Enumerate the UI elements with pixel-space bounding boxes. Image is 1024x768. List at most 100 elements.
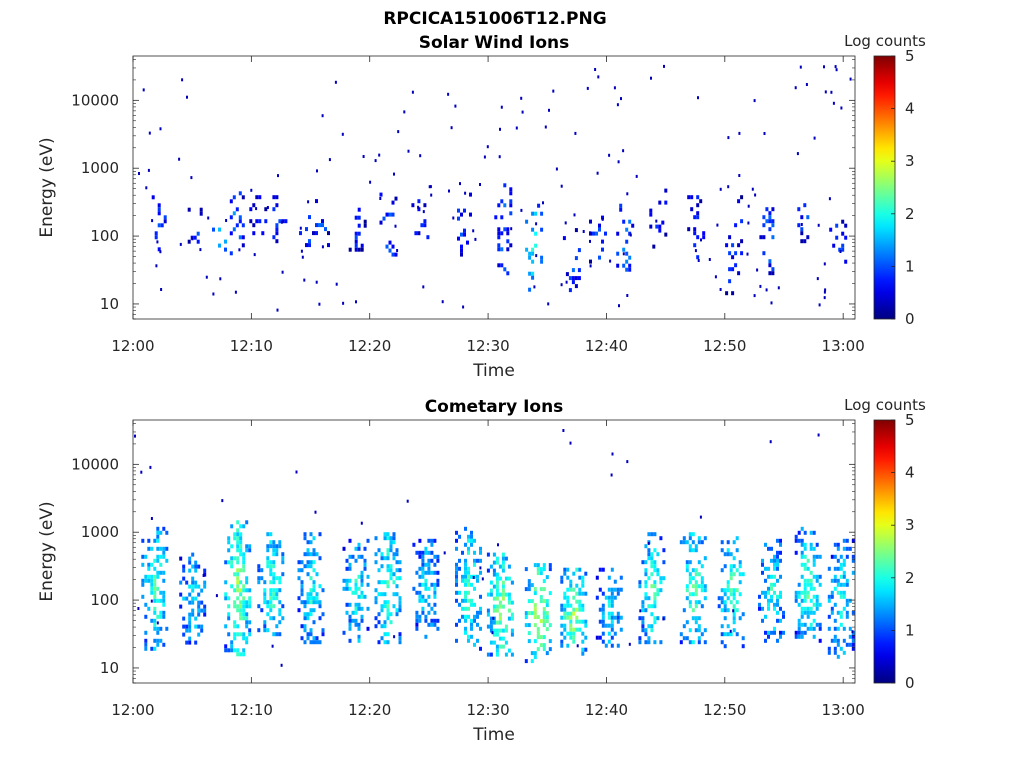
colorbar-tick-label: 2	[905, 205, 915, 223]
spectrogram-pixel	[833, 542, 837, 547]
spectrogram-pixel	[800, 550, 804, 555]
spectrogram-pixel	[230, 640, 234, 645]
spectrogram-pixel	[200, 628, 204, 633]
spectrogram-pixel	[156, 534, 160, 539]
spectrogram-pixel	[797, 207, 801, 212]
spectrogram-pixel	[806, 558, 810, 563]
spectrogram-pixel	[818, 303, 821, 307]
spectrogram-pixel	[578, 591, 582, 596]
spectrogram-pixel	[797, 634, 801, 639]
spectrogram-pixel	[824, 90, 827, 94]
spectrogram-pixel	[242, 596, 246, 601]
spectrogram-pixel	[848, 626, 852, 631]
spectrogram-pixel	[312, 588, 316, 593]
spectrogram-pixel	[803, 530, 807, 535]
spectrogram-pixel	[525, 247, 529, 252]
spectrogram-pixel	[845, 614, 849, 619]
spectrogram-pixel	[688, 532, 692, 537]
y-tick-label: 10000	[71, 91, 119, 109]
spectrogram-pixel	[507, 600, 511, 605]
spectrogram-event	[679, 532, 707, 645]
spectrogram-pixel	[162, 594, 166, 599]
spectrogram-pixel	[815, 606, 819, 611]
spectrogram-pixel	[239, 532, 243, 537]
spectrogram-pixel	[318, 302, 321, 306]
spectrogram-pixel	[535, 222, 538, 226]
spectrogram-pixel	[834, 65, 837, 69]
spectrogram-pixel	[800, 606, 804, 611]
spectrogram-pixel	[700, 632, 704, 637]
spectrogram-pixel	[153, 622, 157, 627]
spectrogram-pixel	[770, 574, 773, 579]
spectrogram-pixel	[548, 591, 552, 596]
spectrogram-pixel	[421, 562, 425, 567]
spectrogram-pixel	[531, 259, 535, 264]
spectrogram-pixel	[598, 619, 602, 624]
spectrogram-pixel	[455, 574, 458, 579]
spectrogram-pixel	[827, 566, 831, 571]
spectrogram-pixel	[794, 534, 798, 539]
spectrogram-pixel	[495, 556, 499, 561]
spectrogram-pixel	[383, 600, 387, 605]
spectrogram-pixel	[306, 560, 310, 565]
spectrogram-pixel	[803, 578, 807, 583]
spectrogram-pixel	[842, 546, 846, 551]
colorbar-tick-label: 4	[905, 100, 915, 118]
spectrogram-pixel	[833, 574, 837, 579]
spectrogram-pixel	[385, 244, 389, 249]
spectrogram-pixel	[610, 623, 614, 628]
spectrogram-pixel	[153, 566, 157, 571]
spectrogram-pixel	[464, 606, 467, 611]
spectrogram-pixel	[504, 556, 508, 561]
spectrogram-pixel	[306, 572, 310, 577]
spectrogram-pixel	[494, 215, 498, 220]
spectrogram-pixel	[498, 592, 502, 597]
spectrogram-pixel	[545, 599, 549, 604]
spectrogram-pixel	[851, 630, 854, 634]
spectrogram-pixel	[569, 441, 572, 445]
spectrogram-pixel	[720, 540, 724, 545]
spectrogram-pixel	[836, 654, 840, 659]
spectrogram-pixel	[815, 594, 819, 599]
spectrogram-pixel	[481, 577, 484, 581]
spectrogram-pixel	[767, 634, 770, 639]
spectrogram-pixel	[191, 612, 195, 617]
spectrogram-pixel	[153, 586, 157, 591]
spectrogram-pixel	[497, 227, 501, 232]
spectrogram-event	[141, 526, 169, 651]
spectrogram-pixel	[424, 582, 428, 587]
spectrogram-pixel	[360, 574, 364, 579]
spectrogram-pixel	[236, 648, 240, 653]
spectrogram-pixel	[394, 252, 398, 257]
spectrogram-pixel	[619, 615, 623, 620]
spectrogram-pixel	[269, 600, 273, 605]
spectrogram-pixel	[500, 199, 504, 204]
spectrogram-pixel	[653, 592, 657, 597]
x-tick-label: 12:10	[230, 701, 273, 719]
spectrogram-pixel	[229, 231, 233, 236]
spectrogram-pixel	[497, 231, 501, 236]
spectrogram-pixel	[688, 628, 692, 633]
spectrogram-pixel	[194, 560, 198, 565]
spectrogram-event	[379, 192, 398, 257]
spectrogram-pixel	[653, 600, 657, 605]
spectrogram-pixel	[318, 640, 322, 645]
spectrogram-pixel	[393, 635, 396, 639]
spectrogram-pixel	[194, 616, 198, 621]
spectrogram-pixel	[263, 596, 267, 601]
spectrogram-pixel	[542, 201, 544, 205]
spectrogram-event	[179, 552, 207, 645]
spectrogram-pixel	[163, 215, 167, 220]
spectrogram-pixel	[812, 610, 816, 615]
spectrogram-pixel	[679, 640, 683, 645]
spectrogram-event	[187, 207, 203, 244]
spectrogram-pixel	[700, 604, 704, 609]
spectrogram-pixel	[533, 655, 537, 660]
spectrogram-pixel	[141, 538, 145, 543]
spectrogram-pixel	[827, 594, 831, 599]
spectrogram-pixel	[303, 612, 307, 617]
spectrogram-pixel	[569, 623, 573, 628]
spectrogram-pixel	[242, 616, 246, 621]
spectrogram-pixel	[489, 652, 493, 657]
spectrogram-pixel	[321, 114, 324, 118]
